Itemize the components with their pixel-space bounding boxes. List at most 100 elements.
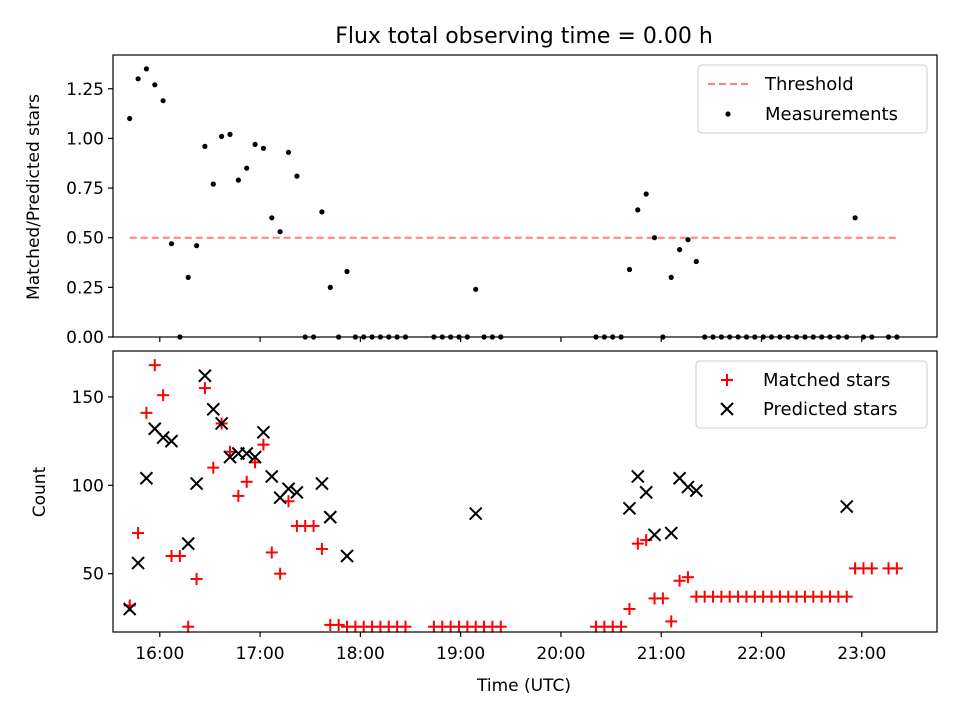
x-tick-label: 17:00 (236, 644, 285, 664)
predicted-star-marker (156, 430, 170, 445)
predicted-star-marker (223, 450, 237, 464)
count-marks (123, 359, 903, 633)
predicted-star-marker (265, 469, 279, 484)
matched-star-marker (148, 359, 161, 372)
y-tick-label: 100 (72, 476, 104, 496)
measurement-point (135, 76, 141, 82)
measurement-point (643, 191, 649, 197)
x-tick-label: 20:00 (536, 644, 585, 664)
predicted-star-marker (164, 434, 179, 448)
matched-star-marker (173, 550, 186, 563)
predicted-star-marker (840, 499, 854, 514)
matched-star-marker (673, 574, 686, 587)
predicted-star-marker (639, 485, 653, 500)
count-y-axis: 50 100 150 (72, 388, 113, 585)
y-tick-label: 0.50 (66, 229, 104, 249)
measurement-point (651, 235, 658, 241)
predicted-star-marker (240, 446, 254, 461)
predicted-star-marker (315, 476, 329, 491)
matched-star-marker (307, 519, 320, 532)
count-x-axis: 16:00 17:00 18:00 19:00 20:00 21:00 22:00 23:00 (135, 632, 886, 664)
predicted-star-marker (323, 510, 337, 524)
y-tick-label: 0.00 (66, 328, 104, 348)
predicted-star-marker (256, 425, 271, 440)
x-tick-label: 16:00 (135, 644, 184, 664)
count-panel: Count Time (UTC) 50 100 150 16:00 17:00 18:0… (30, 350, 938, 696)
predicted-star-marker (139, 471, 154, 485)
matched-star-marker (257, 438, 270, 451)
y-tick-label: 1.00 (66, 129, 104, 149)
measurement-point (693, 258, 699, 265)
matched-star-marker (274, 567, 287, 580)
predicted-star-marker (281, 482, 296, 496)
measurement-point (294, 173, 300, 179)
matched-star-marker (631, 537, 644, 550)
y-tick-label: 50 (82, 565, 104, 585)
measurement-point (285, 149, 292, 155)
legend-threshold-label: Threshold (764, 74, 854, 95)
matched-star-marker (840, 590, 853, 603)
y-axis-label-ratio: Matched/Predicted stars (24, 94, 44, 300)
matched-star-marker (332, 618, 345, 631)
legend-predicted-label: Predicted stars (763, 399, 897, 420)
x-tick-label: 22:00 (737, 644, 786, 664)
matched-star-marker (182, 620, 195, 633)
y-axis-label-count: Count (30, 466, 50, 517)
matched-star-marker (890, 562, 903, 575)
matched-star-marker (132, 527, 145, 540)
predicted-star-marker (681, 480, 695, 494)
measurement-point (185, 274, 191, 280)
matched-star-marker (615, 620, 628, 633)
legend-box (697, 64, 928, 134)
measurement-point (152, 82, 158, 88)
predicted-star-marker (123, 602, 137, 616)
count-plot-frame (112, 350, 938, 633)
predicted-star-marker (248, 450, 262, 464)
matched-star-marker (198, 382, 211, 395)
measurement-point (160, 98, 166, 104)
predicted-star-marker (664, 526, 678, 540)
legend-measurements-swatch (725, 111, 731, 117)
matched-star-marker (232, 489, 245, 502)
measurement-point (473, 286, 479, 292)
predicted-star-marker (340, 549, 354, 563)
predicted-star-marker (181, 536, 195, 551)
count-legend: Matched stars Predicted stars (695, 360, 928, 429)
predicted-star-marker (689, 483, 704, 498)
legend-matched-swatch (721, 374, 733, 386)
measurement-point (269, 215, 275, 221)
measurement-point (668, 274, 674, 280)
matched-star-marker (315, 542, 328, 555)
predicted-star-marker (214, 416, 229, 431)
measurement-point (219, 133, 225, 139)
measurement-point (626, 266, 633, 273)
measurement-point (235, 177, 241, 183)
matched-star-marker (665, 615, 678, 628)
measurement-point (685, 237, 691, 243)
legend-box (695, 360, 928, 429)
measurement-point (635, 207, 641, 213)
predicted-star-marker (189, 476, 204, 491)
measurement-point (852, 215, 858, 221)
ratio-y-axis: 0.00 0.25 0.50 0.75 1.00 1.25 (66, 80, 113, 348)
matched-star-marker (140, 406, 153, 419)
matched-star-marker (681, 571, 694, 584)
predicted-star-marker (647, 528, 662, 542)
predicted-star-marker (131, 556, 145, 570)
measurement-point (202, 143, 208, 149)
y-tick-label: 0.25 (66, 278, 104, 298)
matched-star-marker (190, 572, 203, 585)
matched-star-marker (656, 592, 669, 605)
measurement-point (227, 131, 233, 137)
predicted-star-marker (468, 506, 483, 521)
legend-measurements-label: Measurements (765, 104, 898, 125)
matched-star-marker (494, 620, 507, 633)
measurement-point (277, 229, 283, 235)
matched-star-marker (623, 603, 636, 616)
matched-star-marker (265, 546, 278, 559)
matched-star-marker (399, 620, 412, 633)
matched-star-marker (240, 475, 253, 488)
chart-title: Flux total observing time = 0.00 h (335, 24, 713, 49)
x-tick-label: 21:00 (637, 644, 686, 664)
legend-matched-label: Matched stars (763, 370, 890, 391)
